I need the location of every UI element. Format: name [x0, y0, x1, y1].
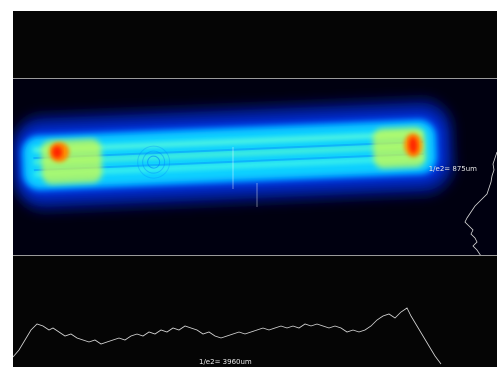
horizontal-width-label: 1/e2= 3960um — [199, 358, 252, 366]
vertical-profile-plot — [464, 151, 497, 255]
top-empty-panel — [13, 11, 497, 78]
beam-profiler-viewer: 1/e2= 875um 1/e2= 3960um — [13, 11, 497, 367]
beam-intensity-image — [13, 98, 455, 211]
horizontal-profile-plot — [13, 307, 442, 365]
vertical-width-label: 1/e2= 875um — [428, 165, 477, 173]
beam-image-panel[interactable]: 1/e2= 875um — [13, 78, 497, 256]
horizontal-profile-panel: 1/e2= 3960um — [13, 256, 497, 367]
